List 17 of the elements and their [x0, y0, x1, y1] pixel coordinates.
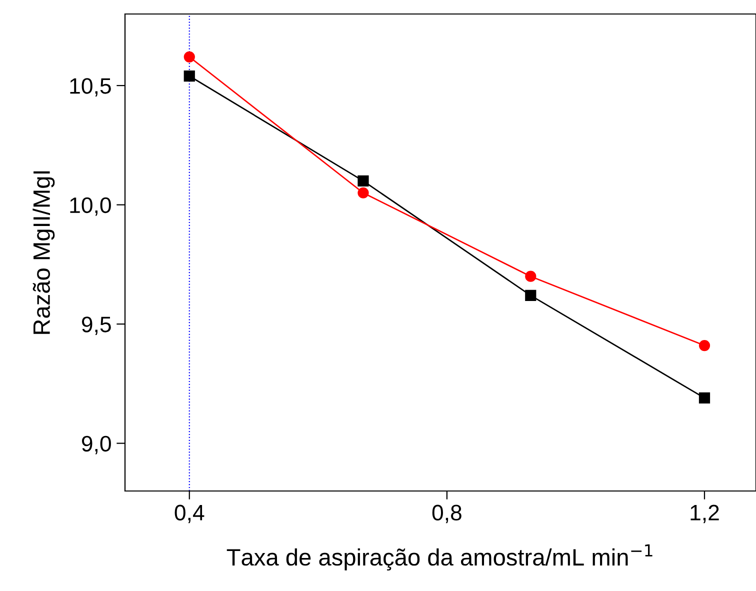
y-tick-label: 9,5	[82, 316, 111, 335]
point	[698, 340, 710, 352]
point	[525, 290, 536, 301]
point	[358, 187, 369, 198]
y-tick-label: 10,0	[70, 197, 111, 216]
x-tick-label: 0,4	[174, 504, 204, 524]
point	[184, 70, 195, 82]
x-axis-title: Taxa de aspiração da amostra/mL min$^{−1}$	[226, 544, 652, 570]
point	[358, 175, 369, 187]
point	[184, 51, 195, 62]
y-tick-label: 10,5	[70, 78, 111, 96]
y-tick-label: 9,0	[82, 436, 111, 454]
point	[525, 270, 536, 282]
y-axis-title: Razão MgII/MgI	[32, 171, 55, 334]
x-tick-label: 0,8	[432, 504, 462, 524]
x-tick-label: 1,2	[690, 504, 719, 524]
point	[698, 392, 710, 404]
